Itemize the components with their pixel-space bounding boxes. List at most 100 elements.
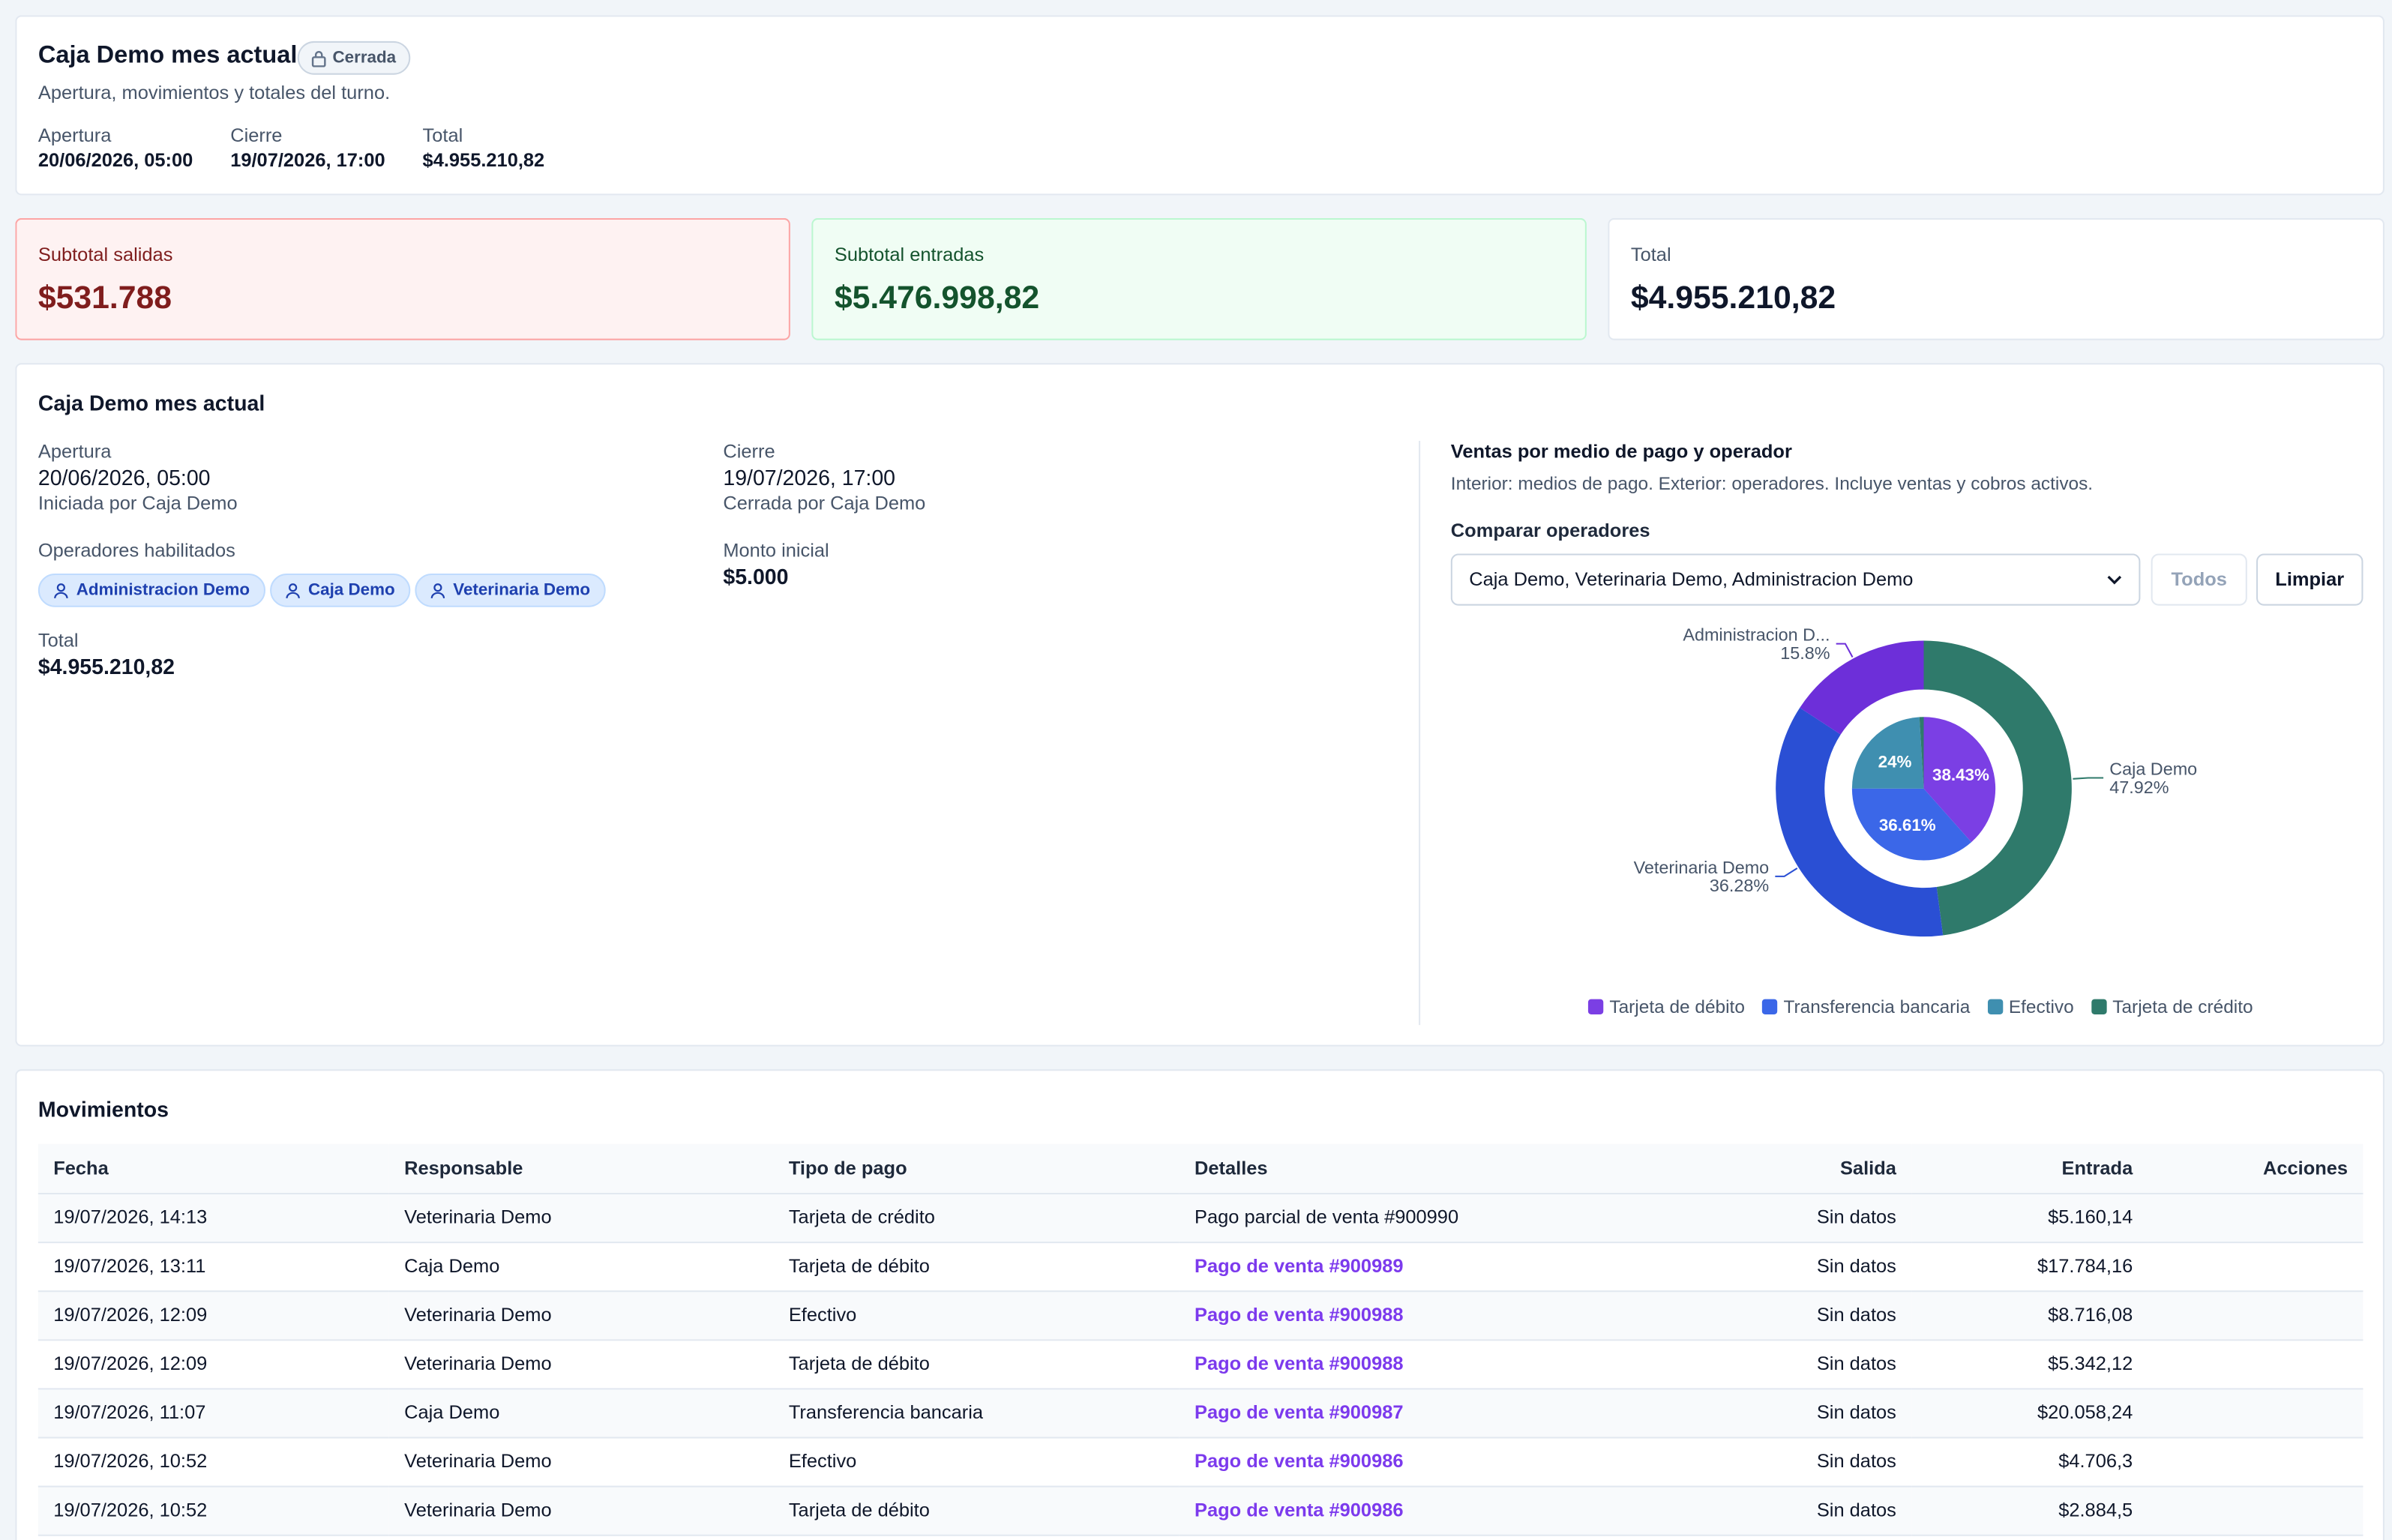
operator-chip-veterinaria[interactable]: Veterinaria Demo: [415, 573, 606, 607]
cell-tipo-pago: Tarjeta de débito: [773, 1242, 1180, 1292]
legend-item[interactable]: Transferencia bancaria: [1762, 996, 1970, 1017]
table-row: 19/07/2026, 14:13 Veterinaria Demo Tarjeta…: [37, 1192, 2364, 1243]
cell-responsable: Veterinaria Demo: [388, 1485, 774, 1536]
operator-slice-1[interactable]: [1776, 708, 1944, 937]
column-divider: [1419, 440, 1421, 1026]
sale-link[interactable]: Pago de venta #900986: [1195, 1450, 1404, 1473]
col-tipo-pago[interactable]: Tipo de pago: [773, 1143, 1180, 1194]
cell-acciones: [2148, 1485, 2364, 1536]
operators-label: Operadores habilitados: [37, 540, 235, 562]
detail-title: Caja Demo mes actual: [37, 390, 265, 415]
operator-chip-label: Caja Demo: [307, 581, 395, 600]
operator-chip-administracion[interactable]: Administracion Demo: [37, 573, 265, 607]
cell-salida: Sin datos: [1637, 1339, 1912, 1389]
sale-link[interactable]: Pago de venta #900989: [1195, 1255, 1404, 1277]
detail-apertura-by: Iniciada por Caja Demo: [37, 493, 238, 514]
cell-acciones: [2148, 1192, 2364, 1243]
monto-inicial-label: Monto inicial: [723, 540, 829, 562]
total-card-label: Total: [1630, 244, 1671, 266]
operator-leader-line: [1775, 867, 1798, 877]
operator-name-label: Administracion D...: [1683, 625, 1830, 645]
cell-fecha: 19/07/2026, 14:13: [37, 1192, 389, 1243]
cell-responsable: Veterinaria Demo: [388, 1290, 774, 1341]
detail-apertura-value: 20/06/2026, 05:00: [37, 465, 211, 490]
sale-link[interactable]: Pago de venta #900987: [1195, 1401, 1404, 1424]
col-responsable[interactable]: Responsable: [388, 1143, 774, 1194]
payment-slice-1[interactable]: [1851, 788, 1972, 861]
status-badge-label: Cerrada: [332, 49, 397, 67]
detail-total-label: Total: [37, 630, 79, 652]
subtotal-salidas-card: Subtotal salidas $531.788: [15, 217, 790, 340]
cierre-value: 19/07/2026, 17:00: [230, 149, 385, 171]
cell-tipo-pago: Transferencia bancaria: [773, 1388, 1180, 1438]
cell-detalles: Pago parcial de venta #900990: [1179, 1192, 1638, 1243]
legend-item[interactable]: Tarjeta de débito: [1587, 996, 1745, 1017]
cell-entrada: $17.784,16: [1911, 1242, 2148, 1292]
cell-detalles: Pago de venta #900989: [1179, 1242, 1638, 1292]
operator-chip-caja[interactable]: Caja Demo: [270, 573, 410, 607]
subtotal-entradas-label: Subtotal entradas: [834, 244, 985, 266]
table-row: 19/07/2026, 10:52 Veterinaria Demo Efectiv…: [37, 1437, 2364, 1487]
operators-select[interactable]: Caja Demo, Veterinaria Demo, Administrac…: [1450, 553, 2141, 606]
cell-entrada: $20.058,24: [1911, 1388, 2148, 1438]
total-summary: Total $4.955.210,82: [423, 125, 545, 171]
sale-link[interactable]: Pago de venta #900988: [1195, 1353, 1404, 1375]
apertura-value: 20/06/2026, 05:00: [37, 149, 193, 171]
total-card-value: $4.955.210,82: [1630, 280, 1836, 316]
col-entrada[interactable]: Entrada: [1911, 1143, 2148, 1194]
cell-tipo-pago: Tarjeta de crédito: [773, 1192, 1180, 1243]
session-header-card: Caja Demo mes actual Cerrada Apertura, m…: [15, 15, 2385, 196]
operator-leader-line: [1836, 643, 1854, 658]
cell-acciones: [2148, 1339, 2364, 1389]
col-detalles[interactable]: Detalles: [1179, 1143, 1638, 1194]
subtotal-entradas-card: Subtotal entradas $5.476.998,82: [811, 217, 1587, 340]
operator-leader-line: [2073, 777, 2104, 780]
apertura-label: Apertura: [37, 124, 112, 147]
legend-item[interactable]: Tarjeta de crédito: [2091, 996, 2253, 1017]
cell-entrada: $2.884,5: [1911, 1485, 2148, 1536]
cierre-label: Cierre: [230, 124, 283, 147]
cell-fecha: 19/07/2026, 12:09: [37, 1339, 389, 1389]
total-value: $4.955.210,82: [422, 149, 545, 171]
operators-select-value: Caja Demo, Veterinaria Demo, Administrac…: [1469, 568, 1914, 591]
subtotal-salidas-label: Subtotal salidas: [37, 244, 173, 266]
detail-cierre-by: Cerrada por Caja Demo: [723, 493, 926, 514]
cell-entrada: $4.706,3: [1911, 1437, 2148, 1487]
operator-slice-2[interactable]: [1800, 640, 1924, 735]
payment-slice-0[interactable]: [1923, 717, 1996, 843]
cell-detalles: Pago de venta #900986: [1179, 1437, 1638, 1487]
cell-fecha: 19/07/2026, 10:52: [37, 1437, 389, 1487]
payment-slice-2[interactable]: [1851, 717, 1924, 789]
cell-salida: Sin datos: [1637, 1388, 1912, 1438]
monto-inicial-value: $5.000: [723, 564, 789, 589]
cell-tipo-pago: Efectivo: [773, 1290, 1180, 1341]
cell-responsable: Caja Demo: [388, 1388, 774, 1438]
col-salida[interactable]: Salida: [1637, 1143, 1912, 1194]
payment-slice-3[interactable]: [1919, 717, 1924, 789]
sale-link[interactable]: Pago de venta #900988: [1195, 1304, 1404, 1326]
subtotal-salidas-value: $531.788: [37, 280, 172, 316]
legend-item[interactable]: Efectivo: [1987, 996, 2074, 1017]
cell-responsable: Veterinaria Demo: [388, 1192, 774, 1243]
operator-slice-0[interactable]: [1923, 640, 2072, 936]
clear-button[interactable]: Limpiar: [2256, 553, 2364, 606]
chevron-down-icon: [2107, 575, 2122, 585]
detail-apertura-label: Apertura: [37, 440, 112, 463]
cell-tipo-pago: Tarjeta de débito: [773, 1485, 1180, 1536]
cell-salida: Sin datos: [1637, 1485, 1912, 1536]
session-detail-card: Caja Demo mes actual Apertura 20/06/2026…: [15, 363, 2385, 1047]
cell-detalles: Pago de venta #900986: [1179, 1485, 1638, 1536]
sale-link[interactable]: Pago de venta #900986: [1195, 1499, 1404, 1521]
operator-pct-label: 15.8%: [1780, 643, 1830, 663]
operator-pct-label: 36.28%: [1710, 876, 1769, 895]
total-card: Total $4.955.210,82: [1608, 217, 2385, 340]
col-fecha[interactable]: Fecha: [37, 1143, 389, 1194]
select-all-button[interactable]: Todos: [2151, 553, 2247, 606]
chart-panel-subtitle: Interior: medios de pago. Exterior: oper…: [1450, 472, 2094, 495]
table-row: 19/07/2026, 10:52 Veterinaria Demo Tarjeta…: [37, 1485, 2364, 1536]
table-header-row: Fecha Responsable Tipo de pago Detalles …: [37, 1143, 2364, 1194]
total-label: Total: [422, 124, 463, 147]
movements-table: Fecha Responsable Tipo de pago Detalles …: [37, 1143, 2364, 1536]
operator-name-label: Caja Demo: [2109, 759, 2197, 778]
